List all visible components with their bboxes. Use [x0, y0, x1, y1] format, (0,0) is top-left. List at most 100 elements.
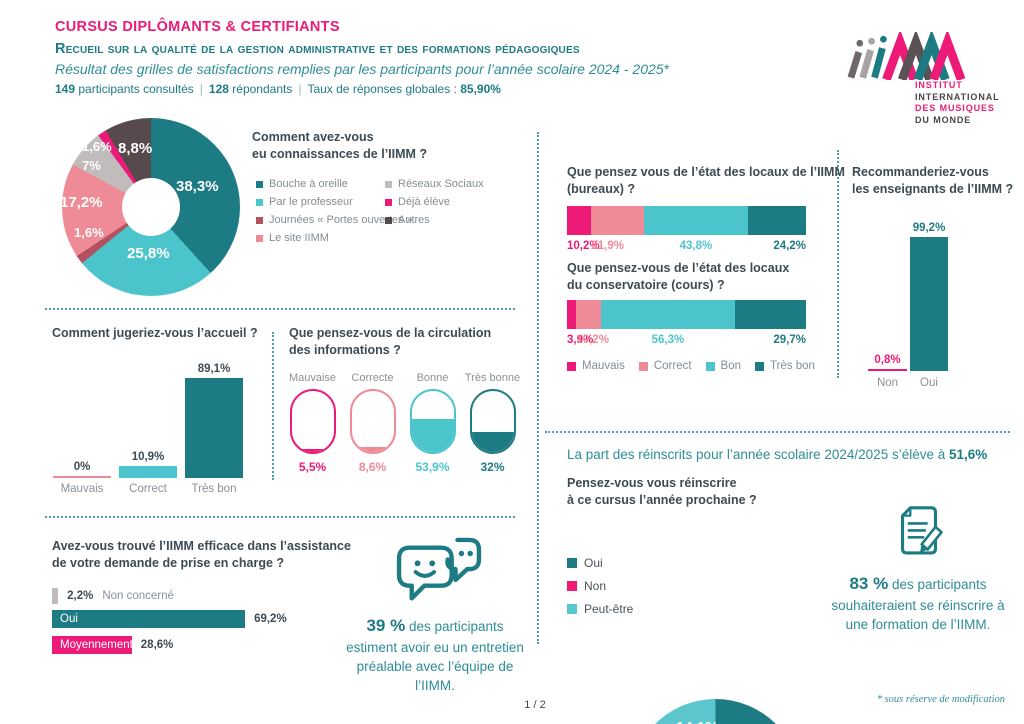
legend-label: Déjà élève	[398, 196, 450, 208]
legend-swatch	[256, 216, 263, 224]
divider	[545, 431, 1010, 433]
notepad-pencil-icon	[893, 502, 945, 569]
pill-value: 53,9%	[415, 460, 450, 474]
reinscrire-legend: Oui Non Peut-être	[567, 556, 633, 625]
bar-label: Non concerné	[102, 590, 174, 602]
assistance-title: Avez-vous trouvé l’IIMM efficace dans l’…	[52, 539, 351, 570]
page-kicker: CURSUS DIPLÔMANTS & CERTIFIANTS	[55, 19, 340, 35]
legend-swatch	[385, 180, 392, 188]
bar	[53, 475, 111, 478]
legend-label: Non	[584, 579, 607, 593]
legend-item: Très bon	[755, 360, 815, 372]
enseignants-bar-chart: 0,8% 99,2%	[868, 215, 988, 371]
assistance-row: Moyennement 28,6%	[52, 636, 173, 654]
bar-column: 99,2%	[910, 222, 948, 371]
bar-column: 0%	[53, 461, 111, 478]
segment-value: 10,2%	[576, 334, 609, 346]
segment-value: 21,9%	[591, 240, 624, 252]
legend-item: Oui	[567, 556, 633, 570]
enseignants-title: Recommanderiez-vous les enseignants de l…	[852, 165, 1014, 196]
bar-column: 0,8%	[868, 353, 907, 371]
legend-item: Par le professeur	[256, 196, 413, 208]
legend-swatch	[256, 234, 263, 242]
bar	[52, 588, 59, 604]
callout-value: 83 %	[849, 574, 889, 593]
pill-gauge	[349, 389, 396, 454]
legend-item: Correct	[638, 360, 692, 372]
legend-item: Bon	[705, 360, 741, 372]
enseignants-categories: Non Oui	[868, 377, 948, 389]
pill-category: Mauvaise	[288, 372, 337, 384]
legend-swatch	[705, 361, 715, 371]
donut-label: 25,8%	[127, 245, 170, 262]
logo-line: INTERNATIONAL	[915, 91, 1000, 102]
conservatoire-stacked-bar	[567, 300, 806, 329]
logo-line: INSTITUT	[915, 80, 963, 90]
bar	[910, 237, 948, 371]
divider	[537, 132, 539, 644]
reinscrire-donut-chart: 82,8% 3,1% 14,1%	[630, 699, 801, 724]
pill-column: Bonne 53,9%	[409, 372, 456, 474]
divider	[45, 308, 515, 310]
pill-fill	[411, 419, 454, 452]
category-label: Mauvais	[60, 483, 104, 495]
pill-gauge	[409, 389, 456, 454]
legend-swatch	[256, 198, 263, 206]
legend-label: Oui	[584, 556, 603, 570]
bar-value: 2,2%	[67, 590, 94, 602]
divider	[272, 332, 274, 480]
bar-value: 69,2%	[254, 613, 287, 625]
pill-fill	[291, 448, 334, 452]
pill-value: 8,6%	[358, 460, 387, 474]
circulation-title: Que pensez-vous de la circulation des in…	[289, 326, 492, 357]
legend-item: Non	[567, 579, 633, 593]
bar-segment	[735, 300, 806, 329]
pill-value: 5,5%	[298, 460, 327, 474]
bar-value: 89,1%	[197, 363, 231, 376]
donut-label: 38,3%	[176, 178, 219, 195]
page-subtitle: Résultat des grilles de satisfactions re…	[55, 61, 669, 77]
accueil-bar-chart: 0% 10,9% 89,1%	[53, 358, 243, 478]
pill-column: Très bonne 32%	[465, 372, 520, 474]
donut-label: 1,6%	[74, 225, 104, 240]
bar	[868, 368, 907, 371]
reinscrire-title: Pensez-vous vous réinscrire à ce cursus …	[567, 476, 757, 507]
bar: Moyennement	[52, 636, 133, 654]
stats-line: 149 participants consultés | 128 répondant…	[55, 82, 501, 96]
segment-value: 29,7%	[773, 334, 806, 346]
bar-segment	[567, 206, 592, 235]
pill-value: 32%	[480, 460, 505, 474]
segment-value: 56,3%	[651, 334, 685, 346]
category-label: Correct	[129, 483, 167, 495]
legend-label: Correct	[653, 360, 692, 372]
pill-gauge	[289, 389, 336, 454]
bureaux-stacked-bar	[567, 206, 806, 235]
stat-consulted-label: participants consultés	[78, 82, 194, 96]
legend-swatch	[567, 361, 576, 371]
bar-value: 99,2%	[912, 222, 946, 235]
stat-respondents-label: répondants	[232, 82, 293, 96]
bar	[119, 465, 177, 478]
bar-value: 0,8%	[874, 353, 901, 366]
bar-inner-label: Moyennement	[60, 639, 133, 651]
pill-gauge	[469, 389, 516, 454]
reinscrits-rate-line: La part des réinscrits pour l’année scol…	[567, 447, 987, 462]
rate-text: La part des réinscrits pour l’année scol…	[567, 447, 949, 462]
pill-category: Correcte	[351, 372, 394, 384]
donut-label: 17,2%	[60, 194, 103, 211]
legend-swatch	[567, 558, 577, 568]
awareness-title: Comment avez-vous eu connaissances de l’…	[252, 130, 428, 161]
legend-item: Mauvais	[567, 360, 625, 372]
pill-category: Très bonne	[464, 372, 521, 384]
category-label: Très bon	[191, 483, 237, 495]
stat-respondents-value: 128	[208, 82, 229, 96]
page-number: 1 / 2	[524, 699, 546, 711]
legend-swatch	[256, 180, 263, 188]
stat-rate-value: 85,90%	[460, 82, 501, 96]
bar-segment	[567, 300, 577, 329]
pill-column: Mauvaise 5,5%	[289, 372, 336, 474]
stat-consulted-value: 149	[55, 82, 76, 96]
legend-label: Peut-être	[584, 602, 634, 616]
bar	[185, 378, 243, 478]
